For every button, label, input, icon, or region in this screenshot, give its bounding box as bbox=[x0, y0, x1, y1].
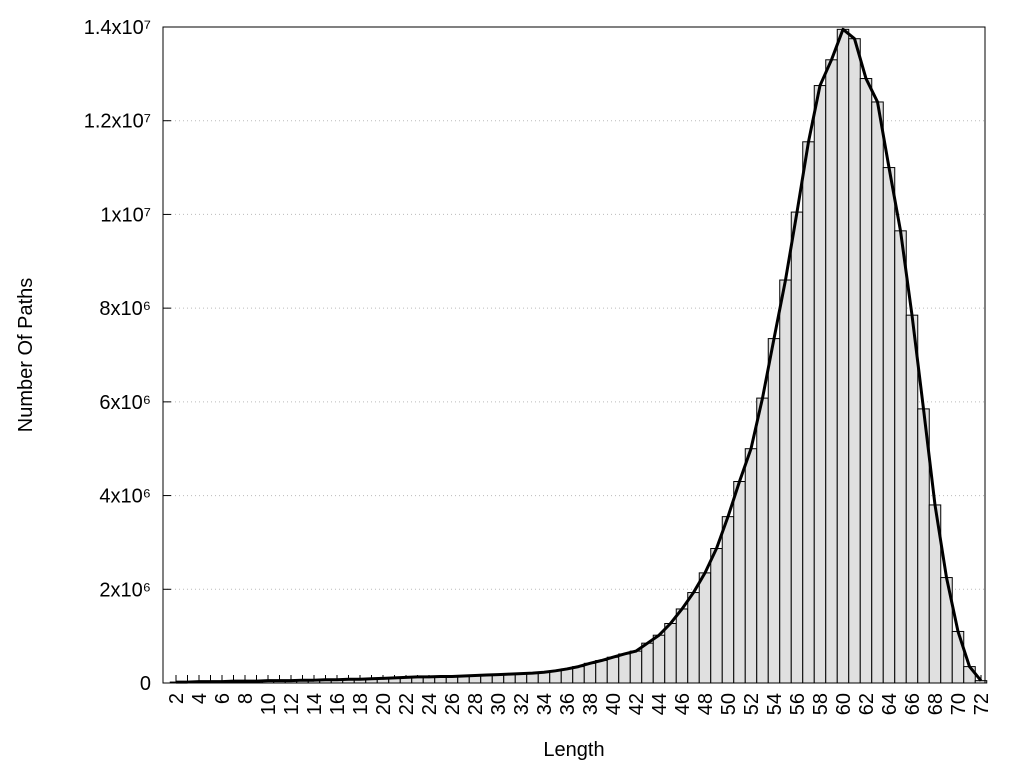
bar bbox=[963, 666, 976, 684]
bar bbox=[687, 592, 700, 684]
y-tick-label: 1.4x10⁷ bbox=[84, 17, 151, 39]
y-tick-label: 0 bbox=[140, 673, 151, 695]
bar bbox=[675, 608, 689, 684]
x-tick-label: 36 bbox=[557, 693, 579, 715]
bar bbox=[618, 653, 631, 684]
x-tick-label: 26 bbox=[442, 693, 464, 715]
bar bbox=[859, 78, 873, 684]
bar bbox=[698, 572, 712, 684]
x-tick-label: 54 bbox=[764, 693, 786, 715]
x-tick-label: 10 bbox=[258, 693, 280, 715]
bar bbox=[802, 141, 815, 684]
x-tick-label: 28 bbox=[465, 693, 487, 715]
x-tick-label: 40 bbox=[603, 693, 625, 715]
bar bbox=[836, 28, 850, 684]
x-axis-title: Length bbox=[543, 739, 604, 761]
bar bbox=[583, 662, 597, 684]
x-tick-label: 66 bbox=[902, 693, 924, 715]
x-tick-label: 18 bbox=[350, 693, 372, 715]
bar bbox=[641, 642, 654, 684]
x-tick-label: 16 bbox=[327, 693, 349, 715]
x-tick-label: 58 bbox=[810, 693, 832, 715]
bar bbox=[744, 448, 758, 684]
bar bbox=[721, 516, 735, 684]
x-tick-label: 2 bbox=[166, 693, 188, 704]
bar bbox=[595, 660, 608, 684]
bar bbox=[629, 650, 643, 684]
bar bbox=[767, 338, 781, 684]
bar bbox=[848, 38, 861, 684]
x-tick-label: 50 bbox=[718, 693, 740, 715]
bar bbox=[825, 59, 838, 684]
x-tick-label: 14 bbox=[304, 693, 326, 715]
bar bbox=[905, 314, 919, 684]
x-tick-label: 72 bbox=[971, 693, 993, 715]
bar bbox=[572, 666, 585, 684]
bar bbox=[894, 230, 907, 684]
y-tick-label: 6x10⁶ bbox=[99, 392, 151, 414]
plot-frame bbox=[162, 26, 986, 684]
x-tick-label: 6 bbox=[212, 693, 234, 704]
y-tick-label: 4x10⁶ bbox=[99, 486, 151, 508]
x-tick-label: 70 bbox=[948, 693, 970, 715]
bar bbox=[733, 481, 746, 684]
x-tick-label: 38 bbox=[580, 693, 602, 715]
bar bbox=[779, 279, 792, 684]
x-tick-label: 62 bbox=[856, 693, 878, 715]
trend-line bbox=[176, 27, 983, 684]
bar bbox=[882, 167, 896, 684]
x-tick-label: 52 bbox=[741, 693, 763, 715]
x-tick-label: 8 bbox=[235, 693, 257, 704]
x-tick-label: 68 bbox=[925, 693, 947, 715]
bar bbox=[813, 85, 827, 684]
x-tick-label: 22 bbox=[396, 693, 418, 715]
x-tick-label: 32 bbox=[511, 693, 533, 715]
y-tick-label: 8x10⁶ bbox=[99, 298, 151, 320]
x-tick-label: 46 bbox=[672, 693, 694, 715]
bar bbox=[652, 634, 666, 684]
bar bbox=[871, 101, 884, 684]
y-tick-label: 1x10⁷ bbox=[100, 204, 151, 226]
x-tick-label: 34 bbox=[534, 693, 556, 715]
x-tick-label: 44 bbox=[649, 693, 671, 715]
x-tick-label: 12 bbox=[281, 693, 303, 715]
bar bbox=[664, 622, 677, 684]
x-tick-label: 56 bbox=[787, 693, 809, 715]
x-tick-label: 4 bbox=[189, 693, 211, 704]
x-tick-label: 20 bbox=[373, 693, 395, 715]
y-tick-label: 2x10⁶ bbox=[99, 579, 151, 601]
x-tick-label: 24 bbox=[419, 693, 441, 715]
x-tick-label: 60 bbox=[833, 693, 855, 715]
bar bbox=[756, 397, 769, 684]
bar bbox=[790, 211, 804, 684]
y-axis-title: Number Of Paths bbox=[15, 278, 37, 433]
bar bbox=[710, 548, 723, 684]
y-tick-label: 1.2x10⁷ bbox=[84, 111, 151, 133]
x-tick-label: 30 bbox=[488, 693, 510, 715]
x-tick-label: 64 bbox=[879, 693, 901, 715]
x-tick-label: 42 bbox=[626, 693, 648, 715]
bar bbox=[606, 656, 620, 684]
x-tick-label: 48 bbox=[695, 693, 717, 715]
